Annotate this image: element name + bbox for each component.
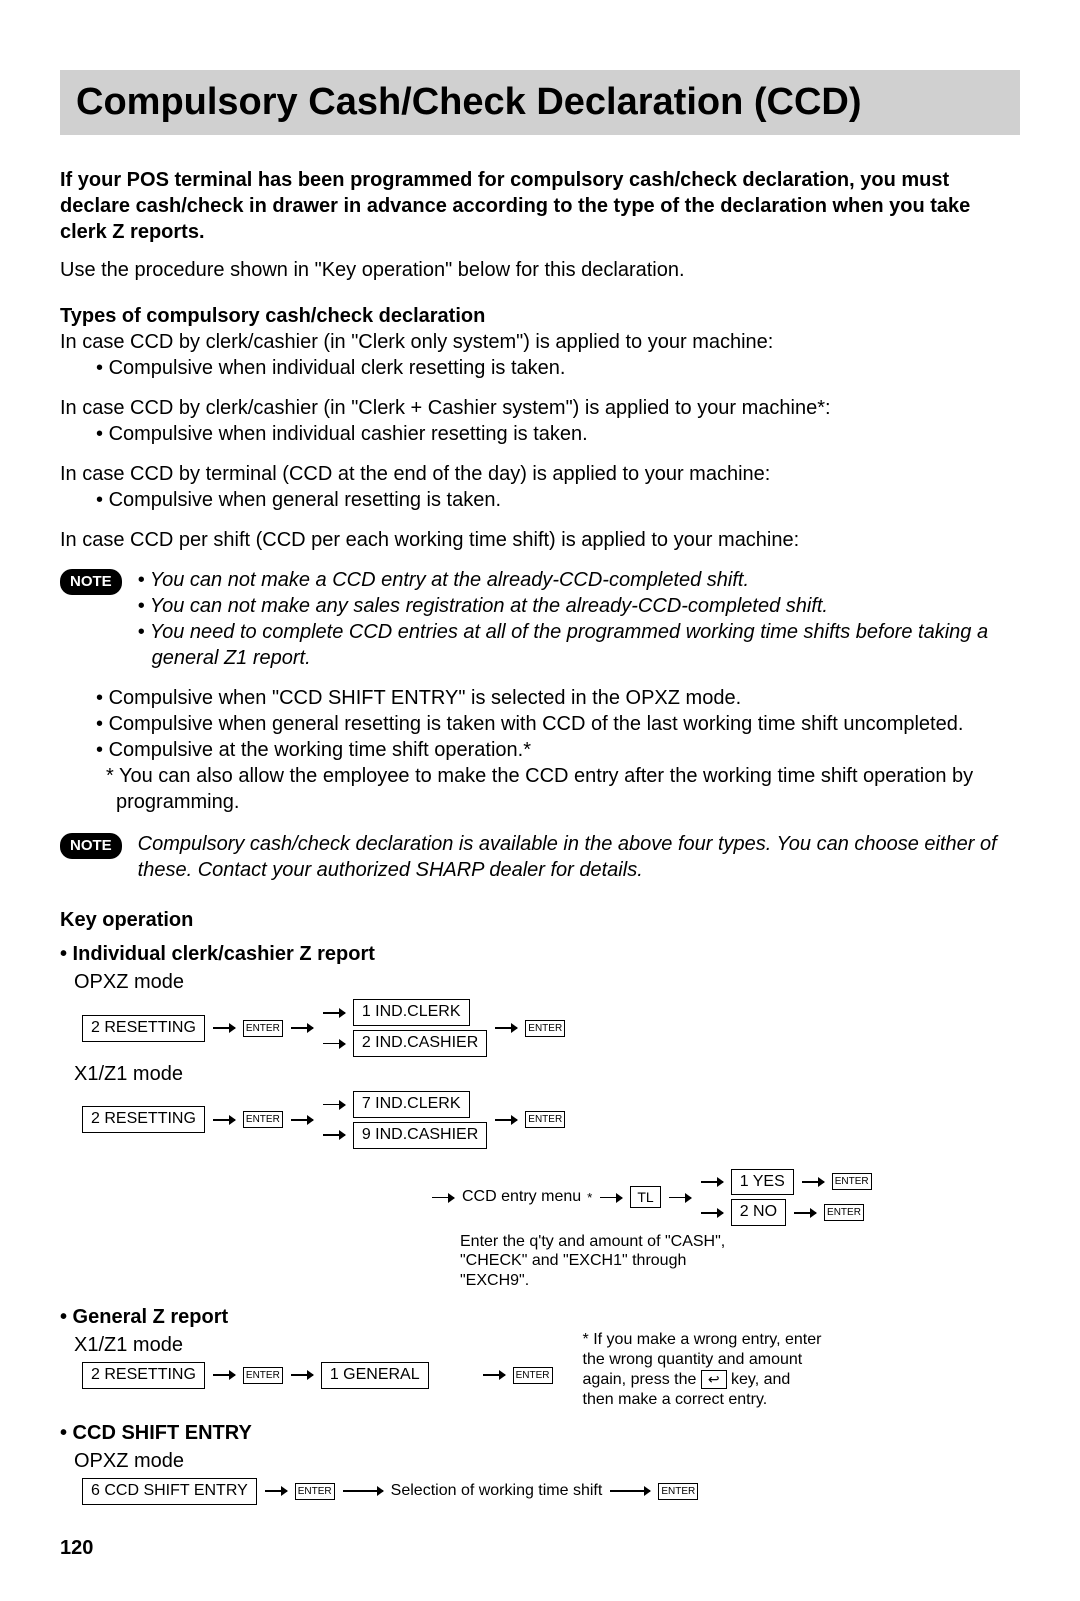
note-item: You need to complete CCD entries at all … xyxy=(138,619,1020,671)
case-lead: In case CCD by clerk/cashier (in "Clerk … xyxy=(60,395,1020,421)
arrow-icon xyxy=(291,1119,313,1121)
tl-key: TL xyxy=(630,1186,660,1208)
resetting-box: 2 RESETTING xyxy=(82,1362,205,1389)
case-bullet: Compulsive when general resetting is tak… xyxy=(60,487,1020,513)
mode-label: X1/Z1 mode xyxy=(74,1061,1020,1087)
note-text: You can not make a CCD entry at the alre… xyxy=(138,567,1020,671)
case-lead: In case CCD per shift (CCD per each work… xyxy=(60,527,1020,553)
arrow-icon xyxy=(323,1012,345,1014)
case-block: In case CCD by clerk/cashier (in "Clerk … xyxy=(60,329,1020,381)
bullet: Compulsive at the working time shift ope… xyxy=(60,737,1020,763)
mode-label: X1/Z1 mode xyxy=(74,1332,553,1358)
loop-key-icon: ↩ xyxy=(701,1370,727,1390)
flow-row-general: 2 RESETTING ENTER 1 GENERAL ENTER xyxy=(82,1362,553,1389)
arrow-icon xyxy=(323,1104,345,1106)
no-box: 2 NO xyxy=(731,1199,786,1226)
ccd-entry-row: CCD entry menu* TL 1 YESENTER 2 NOENTER … xyxy=(430,1169,1020,1290)
ind-clerk-box: 7 IND.CLERK xyxy=(353,1091,470,1118)
enter-key: ENTER xyxy=(658,1483,698,1500)
arrow-icon xyxy=(291,1374,313,1376)
arrow-icon xyxy=(802,1181,824,1183)
arrow-icon xyxy=(323,1134,345,1136)
case-lead: In case CCD by clerk/cashier (in "Clerk … xyxy=(60,329,1020,355)
arrow-icon xyxy=(432,1197,454,1199)
intro-bold: If your POS terminal has been programmed… xyxy=(60,167,1020,245)
flow-row-opxz: 2 RESETTING ENTER 1 IND.CLERK 2 IND.CASH… xyxy=(82,999,1020,1057)
bullet: Compulsive when general resetting is tak… xyxy=(60,711,1020,737)
ind-cashier-box: 2 IND.CASHIER xyxy=(353,1030,487,1057)
section-title: • General Z report xyxy=(60,1304,1020,1330)
arrow-icon xyxy=(291,1027,313,1029)
case-bullet: Compulsive when individual cashier reset… xyxy=(60,421,1020,447)
case-block: In case CCD per shift (CCD per each work… xyxy=(60,527,1020,553)
enter-key: ENTER xyxy=(824,1204,864,1221)
page-title: Compulsory Cash/Check Declaration (CCD) xyxy=(76,78,1004,127)
enter-key: ENTER xyxy=(832,1173,872,1190)
enter-key: ENTER xyxy=(243,1367,283,1384)
section-title: • CCD SHIFT ENTRY xyxy=(60,1420,1020,1446)
intro-plain: Use the procedure shown in "Key operatio… xyxy=(60,257,1020,283)
star-note: * You can also allow the employee to mak… xyxy=(60,763,1020,815)
types-heading: Types of compulsory cash/check declarati… xyxy=(60,303,1020,329)
note-badge: NOTE xyxy=(60,569,122,595)
bullet: Compulsive when "CCD SHIFT ENTRY" is sel… xyxy=(60,685,1020,711)
arrow-icon xyxy=(213,1119,235,1121)
case-block: In case CCD by terminal (CCD at the end … xyxy=(60,461,1020,513)
flow-row-x1z1: 2 RESETTING ENTER 7 IND.CLERK 9 IND.CASH… xyxy=(82,1091,1020,1149)
arrow-icon xyxy=(495,1027,517,1029)
arrow-icon xyxy=(265,1490,287,1492)
arrow-icon xyxy=(701,1212,723,1214)
case-lead: In case CCD by terminal (CCD at the end … xyxy=(60,461,1020,487)
ind-cashier-box: 9 IND.CASHIER xyxy=(353,1122,487,1149)
arrow-icon xyxy=(794,1212,816,1214)
arrow-icon xyxy=(213,1027,235,1029)
note-item: You can not make any sales registration … xyxy=(138,593,1020,619)
key-operation-heading: Key operation xyxy=(60,907,1020,933)
ccd-shift-box: 6 CCD SHIFT ENTRY xyxy=(82,1478,257,1505)
note-text: Compulsory cash/check declaration is ava… xyxy=(138,831,1020,883)
note-block-2: NOTE Compulsory cash/check declaration i… xyxy=(60,831,1020,883)
yes-box: 1 YES xyxy=(731,1169,794,1196)
resetting-box: 2 RESETTING xyxy=(82,1015,205,1042)
arrow-icon xyxy=(323,1043,345,1045)
wrong-entry-note: * If you make a wrong entry, enter the w… xyxy=(583,1330,823,1410)
arrow-icon xyxy=(213,1374,235,1376)
arrow-icon xyxy=(600,1197,622,1199)
note-item: You can not make a CCD entry at the alre… xyxy=(138,567,1020,593)
general-box: 1 GENERAL xyxy=(321,1362,429,1389)
enter-key: ENTER xyxy=(295,1483,335,1500)
mode-label: OPXZ mode xyxy=(74,969,1020,995)
flow-individual: • Individual clerk/cashier Z report OPXZ… xyxy=(60,941,1020,1504)
arrow-icon xyxy=(669,1197,691,1199)
resetting-box: 2 RESETTING xyxy=(82,1106,205,1133)
arrow-icon xyxy=(610,1490,650,1492)
shift-select-text: Selection of working time shift xyxy=(391,1481,603,1502)
case-bullet: Compulsive when individual clerk resetti… xyxy=(60,355,1020,381)
after-note-list: Compulsive when "CCD SHIFT ENTRY" is sel… xyxy=(60,685,1020,815)
star: * xyxy=(587,1189,592,1206)
enter-key: ENTER xyxy=(243,1020,283,1037)
arrow-icon xyxy=(495,1119,517,1121)
arrow-icon xyxy=(343,1490,383,1492)
enter-key: ENTER xyxy=(525,1020,565,1037)
enter-key: ENTER xyxy=(525,1111,565,1128)
flow-row-ccd-shift: 6 CCD SHIFT ENTRY ENTER Selection of wor… xyxy=(82,1478,1020,1505)
title-bar: Compulsory Cash/Check Declaration (CCD) xyxy=(60,70,1020,135)
enter-key: ENTER xyxy=(243,1111,283,1128)
page-number: 120 xyxy=(60,1535,1020,1561)
enter-key: ENTER xyxy=(513,1367,553,1384)
note-badge: NOTE xyxy=(60,833,122,859)
case-block: In case CCD by clerk/cashier (in "Clerk … xyxy=(60,395,1020,447)
arrow-icon xyxy=(483,1374,505,1376)
section-title: • Individual clerk/cashier Z report xyxy=(60,941,1020,967)
ccd-hint: Enter the q'ty and amount of "CASH", "CH… xyxy=(460,1232,740,1290)
mode-label: OPXZ mode xyxy=(74,1448,1020,1474)
ind-clerk-box: 1 IND.CLERK xyxy=(353,999,470,1026)
note-block-1: NOTE You can not make a CCD entry at the… xyxy=(60,567,1020,671)
ccd-menu-label: CCD entry menu xyxy=(462,1187,581,1208)
arrow-icon xyxy=(701,1181,723,1183)
